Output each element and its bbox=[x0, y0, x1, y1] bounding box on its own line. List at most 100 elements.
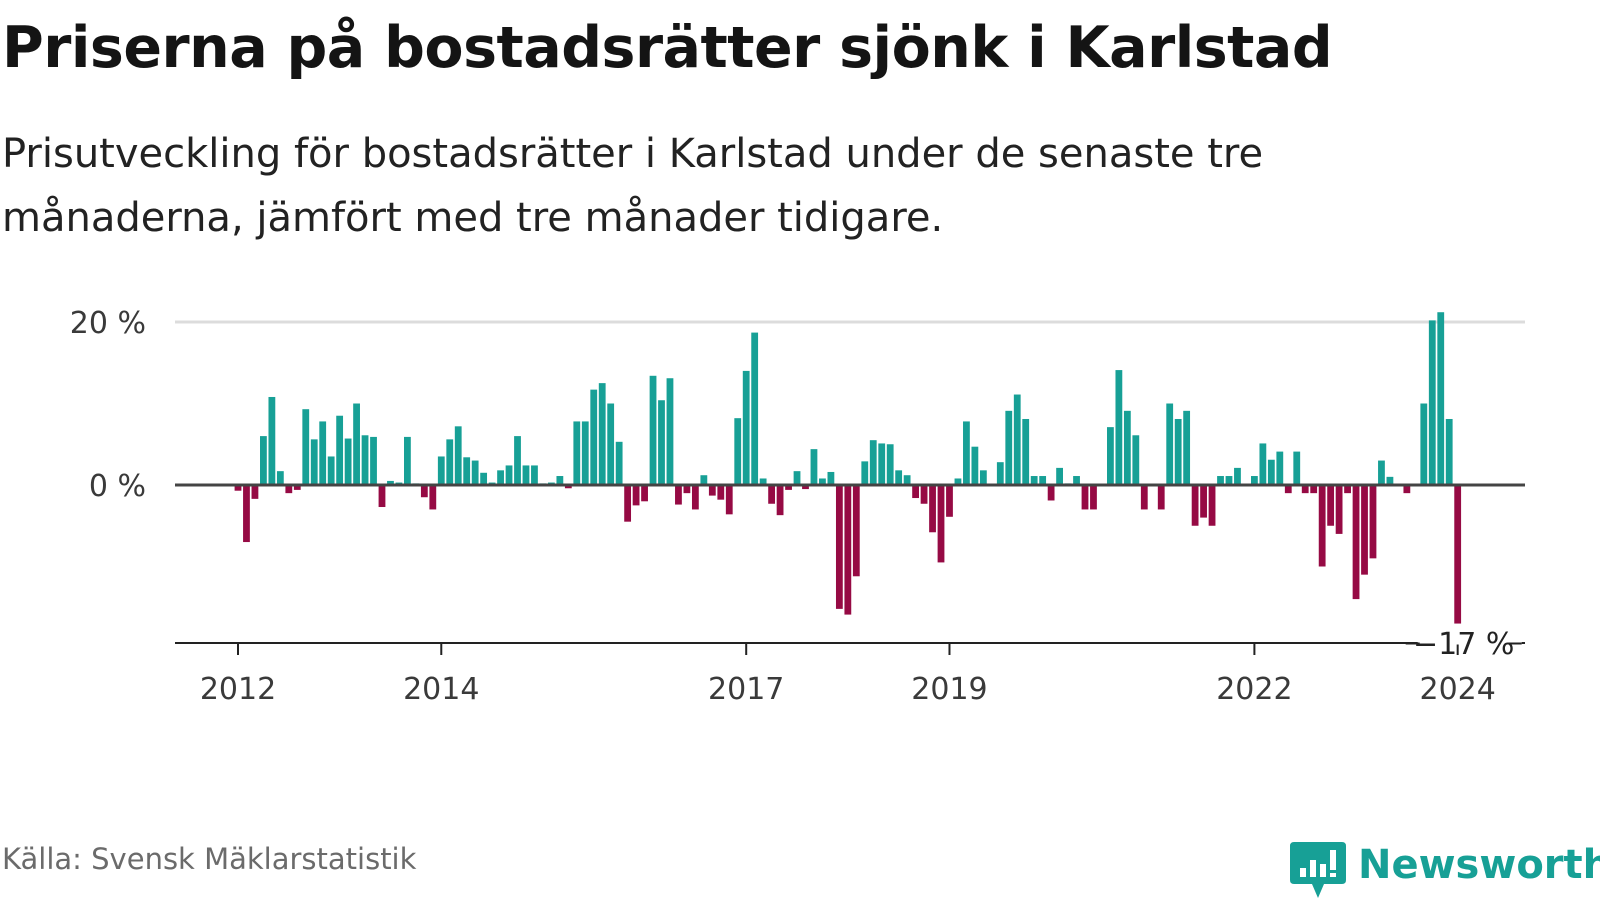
bar: 2020-09: 14.1 % bbox=[1115, 370, 1123, 485]
bar: 2016-04: 13.1 % bbox=[666, 378, 674, 485]
bar: 2013-11: -1.5 % bbox=[420, 485, 428, 498]
bar: 2017-01: 14 % bbox=[742, 370, 750, 485]
bar: 2022-07: -1 % bbox=[1301, 485, 1309, 494]
bar: 2020-10: 9.1 % bbox=[1123, 410, 1131, 485]
bar: 2023-05: 1 % bbox=[1386, 476, 1394, 485]
bar: 2012-12: 3.5 % bbox=[327, 456, 335, 485]
bar: 2018-06: 5 % bbox=[886, 444, 894, 485]
bar: 2023-09: 10 % bbox=[1420, 403, 1428, 485]
bar: 2015-08: 12.5 % bbox=[598, 383, 606, 486]
bar: 2016-07: -3 % bbox=[691, 485, 699, 510]
source-note: Källa: Svensk Mäklarstatistik bbox=[2, 842, 417, 876]
bar: 2018-08: 1.2 % bbox=[903, 475, 911, 485]
bar: 2013-01: 8.5 % bbox=[336, 415, 344, 485]
bar: 2018-05: 5.1 % bbox=[878, 443, 886, 485]
bar: 2020-11: 6.1 % bbox=[1132, 435, 1140, 485]
bar: 2019-08: 9.1 % bbox=[1005, 410, 1013, 485]
bar: 2017-12: -15.2 % bbox=[835, 485, 843, 609]
bar: 2022-04: 4.1 % bbox=[1276, 451, 1284, 485]
bar: 2015-09: 10 % bbox=[607, 403, 615, 485]
bar: 2020-06: -3 % bbox=[1090, 485, 1097, 510]
bar: 2014-06: 1.5 % bbox=[480, 472, 488, 486]
bar: 2014-12: 2.4 % bbox=[531, 465, 538, 485]
bar: 2019-02: 0.8 % bbox=[954, 478, 962, 485]
bar: 2022-05: -1 % bbox=[1284, 485, 1292, 494]
bar: 2021-06: -5 % bbox=[1191, 485, 1199, 526]
bar: 2013-02: 5.7 % bbox=[344, 438, 352, 485]
bar: 2012-09: 9.3 % bbox=[302, 409, 310, 485]
axes bbox=[175, 483, 1525, 655]
bar: 2021-07: -4 % bbox=[1200, 485, 1207, 518]
x-tick-label: 2019 bbox=[911, 672, 987, 707]
bar: 2017-02: 18.7 % bbox=[751, 332, 759, 485]
newsworthy-logo-icon bbox=[1290, 842, 1346, 898]
bar: 2018-09: -1.6 % bbox=[912, 485, 919, 499]
bar: 2013-03: 10 % bbox=[353, 403, 360, 485]
y-tick-label: 0 % bbox=[89, 469, 146, 504]
bar: 2019-07: 2.8 % bbox=[996, 462, 1004, 485]
bar: 2012-11: 7.8 % bbox=[319, 421, 327, 485]
bar: 2022-10: -5 % bbox=[1327, 485, 1335, 526]
bar: 2020-04: 1.1 % bbox=[1073, 476, 1080, 485]
bar: 2019-10: 8.1 % bbox=[1022, 418, 1030, 486]
bar: 2023-07: -1 % bbox=[1403, 485, 1411, 494]
bar: 2020-01: -1.9 % bbox=[1047, 485, 1055, 501]
bar: 2017-03: 0.8 % bbox=[759, 478, 767, 485]
bar: 2016-03: 10.4 % bbox=[658, 400, 665, 485]
bar: 2013-12: -3 % bbox=[429, 485, 437, 510]
bar: 2015-10: 5.3 % bbox=[615, 441, 623, 486]
bar: 2017-11: 1.6 % bbox=[827, 471, 835, 485]
bars: 2012-01: -0.7 %2012-02: -7 %2012-03: -1.… bbox=[234, 312, 1462, 624]
bar: 2015-07: 11.7 % bbox=[590, 389, 598, 485]
bar: 2012-01: -0.7 % bbox=[234, 485, 242, 491]
bar: 2023-11: 21.2 % bbox=[1437, 312, 1445, 485]
bar: 2020-08: 7.1 % bbox=[1107, 427, 1114, 485]
bar: 2022-06: 4.1 % bbox=[1293, 451, 1301, 485]
bar: 2012-03: -1.7 % bbox=[251, 485, 259, 499]
bar: 2016-08: 1.2 % bbox=[700, 475, 708, 485]
bar: 2021-09: 1.1 % bbox=[1217, 476, 1224, 485]
x-tick-label: 2012 bbox=[200, 672, 276, 707]
bar: 2016-01: -2 % bbox=[641, 485, 648, 502]
bar: 2013-04: 6.1 % bbox=[361, 435, 369, 485]
chart-title: Priserna på bostadsrätter sjönk i Karlst… bbox=[2, 15, 1333, 81]
bar: 2017-07: 1.7 % bbox=[793, 471, 801, 486]
bar: 2014-09: 2.4 % bbox=[505, 465, 513, 485]
bar: 2015-03: 1.1 % bbox=[556, 476, 564, 485]
bar: 2014-11: 2.4 % bbox=[522, 465, 530, 485]
bar: 2012-06: 1.7 % bbox=[276, 471, 284, 486]
bar: 2012-05: 10.8 % bbox=[268, 396, 276, 485]
bar: 2012-10: 5.6 % bbox=[310, 439, 318, 485]
brand-name: Newsworthy bbox=[1358, 842, 1600, 888]
x-tick-label: 2014 bbox=[403, 672, 479, 707]
bar: 2016-05: -2.4 % bbox=[675, 485, 682, 505]
bar: 2014-02: 5.6 % bbox=[446, 439, 454, 485]
bar: 2022-09: -10 % bbox=[1318, 485, 1326, 567]
bar: 2015-11: -4.5 % bbox=[624, 485, 632, 522]
bar: 2021-05: 9.1 % bbox=[1183, 410, 1191, 485]
bar: 2019-01: -3.9 % bbox=[946, 485, 953, 517]
bar: 2015-04: -0.4 % bbox=[564, 485, 572, 489]
latest-value-annotation: −17 % bbox=[1413, 627, 1514, 662]
bar: 2019-03: 7.8 % bbox=[963, 421, 970, 485]
bar: 2021-02: -3 % bbox=[1157, 485, 1165, 510]
bar: 2018-01: -15.9 % bbox=[844, 485, 852, 615]
bar: 2014-01: 3.5 % bbox=[437, 456, 445, 485]
bar: 2019-04: 4.7 % bbox=[971, 446, 979, 485]
bar: 2017-04: -2.3 % bbox=[768, 485, 776, 504]
bar: 2020-05: -3 % bbox=[1081, 485, 1089, 510]
bar: 2022-02: 5.1 % bbox=[1259, 443, 1267, 485]
bar: 2015-06: 7.8 % bbox=[581, 421, 589, 485]
y-tick-label: 20 % bbox=[70, 306, 146, 341]
bar: 2018-11: -5.8 % bbox=[929, 485, 936, 533]
bar: 2018-04: 5.5 % bbox=[869, 440, 877, 486]
x-tick-label: 2024 bbox=[1420, 672, 1496, 707]
bar: 2020-02: 2.1 % bbox=[1056, 467, 1063, 485]
bar: 2018-12: -9.5 % bbox=[937, 485, 945, 563]
bar: 2014-03: 7.2 % bbox=[454, 426, 462, 485]
bar: 2023-12: 8.1 % bbox=[1445, 418, 1453, 486]
bar: 2012-02: -7 % bbox=[243, 485, 250, 543]
bar: 2016-12: 8.2 % bbox=[734, 418, 742, 485]
bar: 2024-01: -17 % bbox=[1454, 485, 1462, 624]
bar: 2017-10: 0.8 % bbox=[819, 478, 826, 485]
